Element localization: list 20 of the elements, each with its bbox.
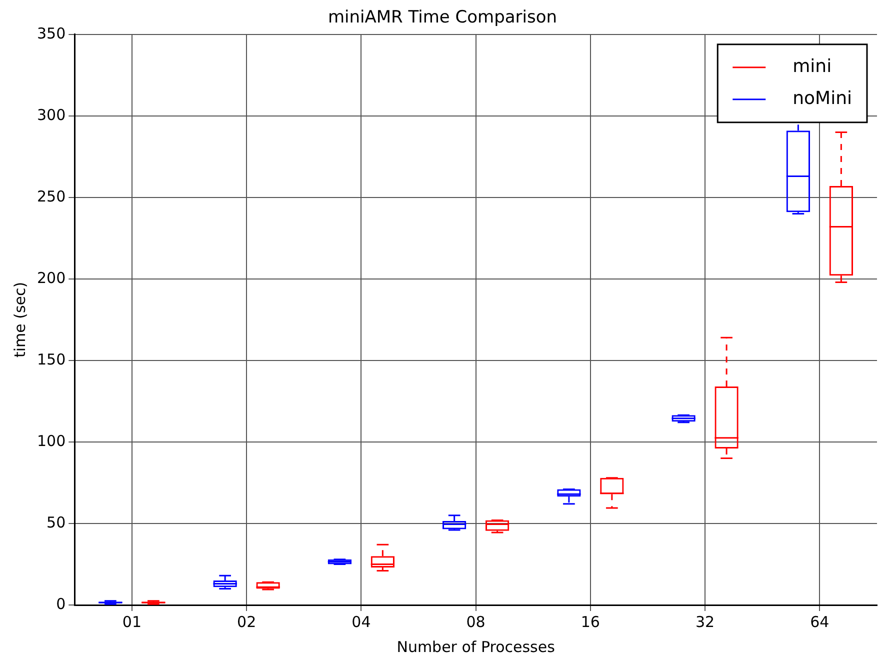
x-axis-title: Number of Processes (396, 638, 556, 656)
x-tick-label: 01 (122, 612, 142, 631)
legend-label: mini (792, 56, 832, 78)
x-tick-label: 08 (466, 612, 486, 631)
x-tick-label: 16 (580, 612, 600, 631)
y-tick-label: 150 (36, 350, 66, 368)
x-tick-label: 32 (696, 612, 715, 631)
x-tick-label: 04 (352, 612, 371, 631)
x-tick-label: 02 (237, 612, 256, 631)
y-axis-title: time (sec) (10, 282, 29, 358)
y-tick-label: 50 (46, 513, 66, 532)
y-tick-label: 250 (36, 187, 66, 206)
y-tick-label: 200 (36, 268, 66, 287)
x-tick-label: 64 (810, 612, 830, 631)
y-tick-label: 100 (36, 432, 66, 450)
y-tick-label: 300 (36, 106, 66, 124)
y-tick-label: 0 (56, 594, 66, 613)
legend-label: noMini (792, 88, 852, 110)
chart-title: miniAMR Time Comparison (328, 8, 558, 28)
y-tick-label: 350 (36, 24, 66, 42)
